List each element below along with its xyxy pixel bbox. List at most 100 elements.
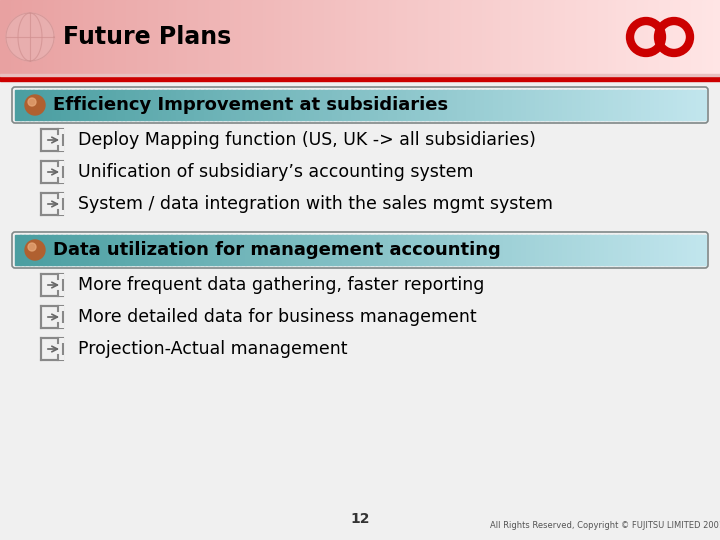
Bar — [258, 90, 264, 120]
Bar — [144, 90, 150, 120]
Bar — [567, 90, 572, 120]
Bar — [318, 235, 324, 265]
Bar — [14, 0, 19, 77]
Bar — [282, 90, 287, 120]
Bar — [654, 235, 660, 265]
Bar — [102, 90, 108, 120]
Bar — [248, 0, 253, 77]
Bar — [273, 90, 278, 120]
Bar — [498, 235, 503, 265]
Bar — [526, 0, 530, 77]
Bar — [148, 0, 152, 77]
Bar — [402, 90, 407, 120]
Bar — [360, 90, 366, 120]
Bar — [208, 90, 214, 120]
Bar — [353, 0, 357, 77]
Bar — [503, 235, 508, 265]
Bar — [649, 90, 655, 120]
Bar — [425, 0, 429, 77]
Bar — [713, 0, 717, 77]
Bar — [41, 274, 63, 296]
Bar — [250, 235, 255, 265]
Bar — [25, 0, 30, 77]
Bar — [383, 90, 389, 120]
Bar — [305, 235, 310, 265]
Bar — [677, 0, 681, 77]
Bar — [691, 235, 697, 265]
Bar — [544, 90, 549, 120]
Bar — [382, 0, 386, 77]
Bar — [41, 338, 63, 360]
Bar — [378, 0, 382, 77]
Bar — [659, 90, 665, 120]
Bar — [50, 0, 55, 77]
Bar — [684, 0, 688, 77]
Bar — [479, 0, 483, 77]
Bar — [397, 90, 402, 120]
Bar — [447, 235, 453, 265]
Bar — [668, 90, 674, 120]
Bar — [678, 90, 683, 120]
Bar — [493, 90, 499, 120]
Bar — [415, 235, 420, 265]
Bar — [277, 90, 283, 120]
Bar — [288, 0, 292, 77]
Bar — [43, 0, 48, 77]
Bar — [256, 0, 260, 77]
Bar — [314, 235, 320, 265]
Bar — [162, 90, 168, 120]
Bar — [351, 90, 356, 120]
Bar — [116, 90, 122, 120]
Bar — [446, 0, 451, 77]
Bar — [240, 90, 246, 120]
Bar — [475, 0, 480, 77]
Bar — [374, 90, 379, 120]
Bar — [549, 90, 554, 120]
Bar — [601, 0, 606, 77]
Bar — [0, 76, 720, 81]
Bar — [687, 235, 692, 265]
Bar — [194, 0, 199, 77]
Text: More detailed data for business management: More detailed data for business manageme… — [78, 308, 477, 326]
Bar — [277, 235, 283, 265]
Bar — [462, 90, 467, 120]
Bar — [553, 90, 559, 120]
Bar — [90, 0, 94, 77]
Bar — [130, 0, 134, 77]
Bar — [58, 178, 64, 183]
Bar — [670, 0, 674, 77]
Bar — [590, 235, 595, 265]
Bar — [84, 90, 89, 120]
Bar — [139, 90, 145, 120]
Bar — [605, 0, 609, 77]
Bar — [687, 90, 692, 120]
Bar — [32, 0, 37, 77]
Bar — [364, 0, 368, 77]
Bar — [709, 0, 714, 77]
Bar — [300, 235, 306, 265]
Bar — [204, 235, 210, 265]
Bar — [42, 90, 48, 120]
Text: Future Plans: Future Plans — [63, 25, 231, 49]
Bar — [558, 235, 563, 265]
Bar — [328, 0, 332, 77]
Bar — [204, 90, 210, 120]
Bar — [526, 90, 531, 120]
Bar — [521, 90, 526, 120]
Bar — [190, 235, 195, 265]
Bar — [291, 90, 297, 120]
Bar — [331, 0, 336, 77]
Bar — [24, 235, 30, 265]
Bar — [342, 0, 346, 77]
Text: More frequent data gathering, faster reporting: More frequent data gathering, faster rep… — [78, 276, 485, 294]
Bar — [558, 0, 562, 77]
Bar — [504, 0, 508, 77]
Bar — [659, 0, 663, 77]
Bar — [626, 0, 631, 77]
Bar — [535, 235, 541, 265]
Bar — [337, 90, 343, 120]
Bar — [158, 235, 163, 265]
Text: Efficiency Improvement at subsidiaries: Efficiency Improvement at subsidiaries — [53, 96, 448, 114]
Bar — [627, 90, 632, 120]
Bar — [456, 235, 462, 265]
